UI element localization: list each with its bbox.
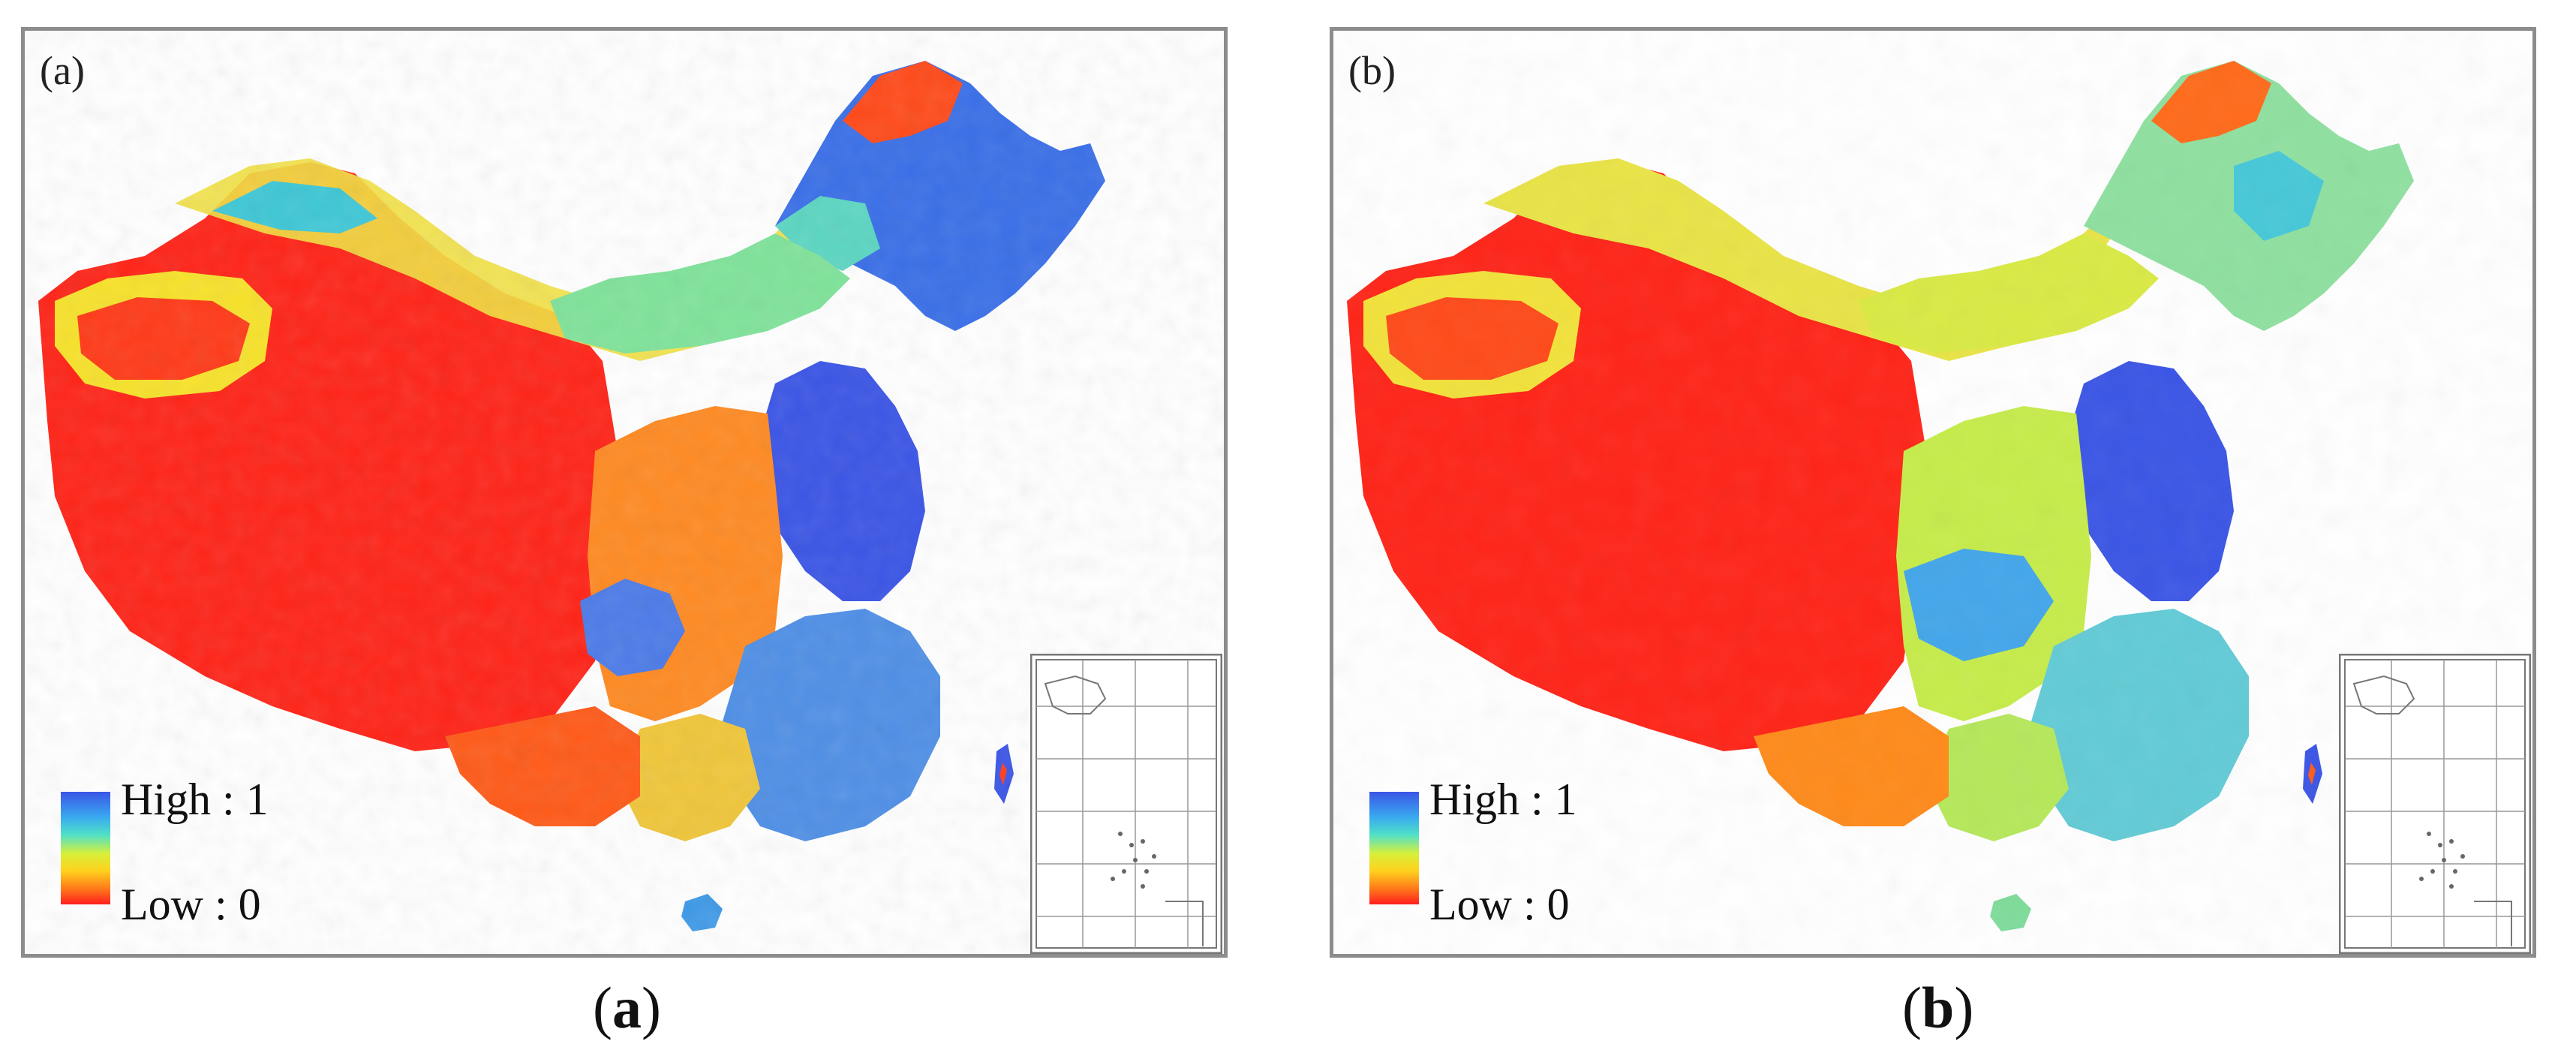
south-china-sea-inset <box>1030 654 1222 954</box>
legend-low-label: Low : 0 <box>121 880 261 929</box>
panel-label: (b) <box>1348 48 1396 93</box>
china-map-b <box>1333 31 2532 954</box>
caption-letter: b <box>1921 975 1955 1040</box>
legend-high-label: High : 1 <box>121 775 269 824</box>
caption-open: ( <box>1902 975 1922 1040</box>
map-panel-b: (b) High : 1 Low : 0 <box>1330 27 2536 958</box>
caption-b: (b) <box>1902 974 1973 1042</box>
legend: High : 1 Low : 0 <box>55 774 430 929</box>
caption-close: ) <box>1954 975 1974 1040</box>
legend-low-label: Low : 0 <box>1429 880 1570 929</box>
caption-a: (a) <box>593 974 661 1042</box>
china-map-a <box>25 31 1224 954</box>
legend: High : 1 Low : 0 <box>1363 774 1739 929</box>
legend-color-ramp <box>61 792 110 904</box>
legend-color-ramp <box>1369 792 1419 904</box>
south-china-sea-inset <box>2339 654 2531 954</box>
caption-open: ( <box>593 975 612 1040</box>
map-panel-a: (a) High : 1 Low : 0 <box>21 27 1228 958</box>
caption-letter: a <box>612 975 642 1040</box>
panel-label: (a) <box>40 48 85 93</box>
caption-close: ) <box>641 975 661 1040</box>
legend-high-label: High : 1 <box>1429 775 1577 824</box>
